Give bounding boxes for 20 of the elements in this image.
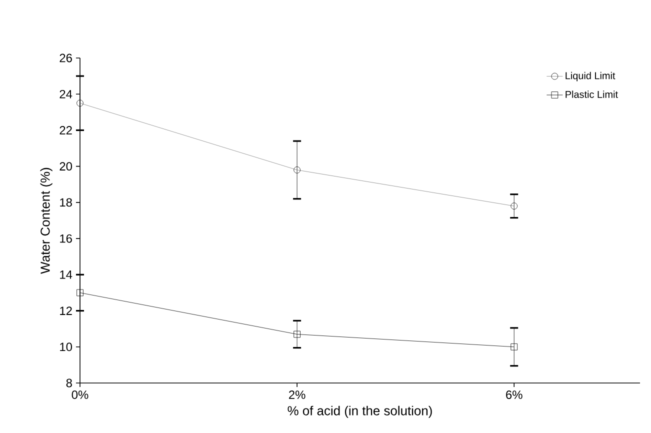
y-tick-label: 22 [60, 126, 72, 134]
y-tick-label: 16 [60, 234, 72, 243]
y-tick-label: 12 [60, 306, 72, 315]
point [510, 343, 518, 350]
y-tick-label: 8 [66, 378, 72, 388]
legend-label: Liquid Limit [566, 72, 616, 82]
point [76, 289, 84, 296]
y-tick-label: 10 [60, 342, 72, 352]
y-tick-label: 18 [60, 198, 72, 207]
x-axis-title: % of acid (in the solution) [288, 406, 432, 418]
y-tick-label: 26 [60, 54, 72, 62]
legend-label: Plastic Limit [566, 90, 618, 98]
y-tick-label: 14 [60, 270, 72, 279]
y-axis-title: Water Content (%) [40, 168, 52, 274]
x-tick-label: 0% [72, 390, 88, 399]
point [294, 330, 300, 338]
y-tick-label: 20 [60, 162, 72, 171]
x-tick-label: 6% [506, 390, 522, 399]
x-tick-label: 2% [289, 390, 306, 399]
y-tick-label: 24 [60, 90, 72, 98]
